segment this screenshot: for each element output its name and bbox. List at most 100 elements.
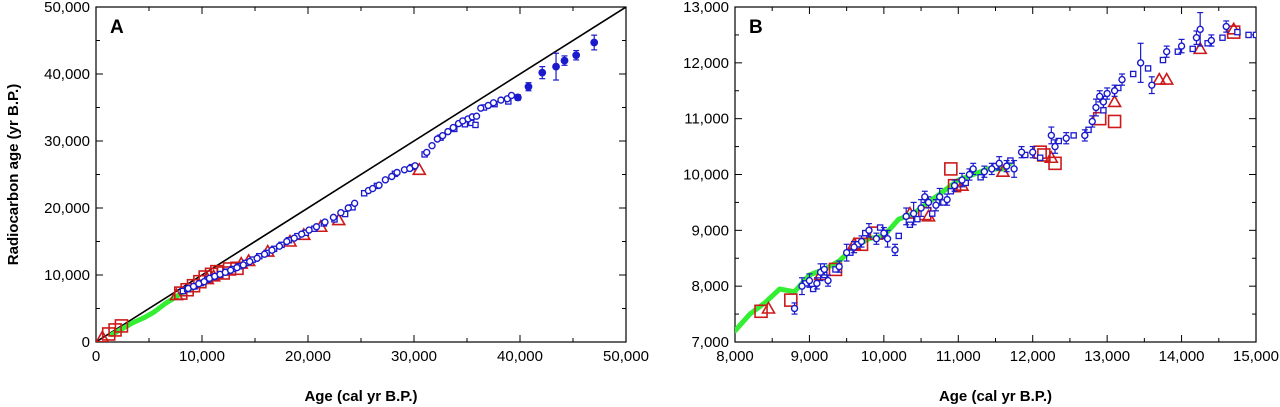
y-tick-label: 10,000 xyxy=(44,267,90,284)
data-point-circle xyxy=(932,201,940,209)
data-point-circle xyxy=(423,148,431,157)
x-tick-label: 30,000 xyxy=(391,348,437,365)
data-point-red-triangle xyxy=(96,329,110,342)
data-point-circle xyxy=(813,279,821,288)
data-point-red-triangle xyxy=(761,300,776,314)
data-point-square xyxy=(895,232,902,240)
data-point-circle xyxy=(865,226,873,235)
series-green-band xyxy=(735,160,1013,334)
data-point-circle xyxy=(1207,36,1216,45)
data-point-circle xyxy=(1017,148,1026,156)
y-tick-label: 12,000 xyxy=(683,55,729,72)
data-point-circle xyxy=(489,99,498,107)
data-point-circle xyxy=(507,91,516,100)
data-point-circle xyxy=(438,131,447,140)
y-tick-label: 20,000 xyxy=(44,200,90,217)
data-point-red-triangle xyxy=(169,287,184,301)
x-tick-label: 13,000 xyxy=(1084,348,1130,365)
data-point-circle xyxy=(449,123,457,132)
data-point-circle xyxy=(350,199,359,208)
data-point-red-square xyxy=(784,293,798,307)
x-tick-label: 8,000 xyxy=(716,348,754,365)
data-point-square xyxy=(1070,132,1077,139)
data-point-circle xyxy=(268,246,276,254)
data-point-circle xyxy=(1196,25,1204,34)
data-point-circle xyxy=(1081,131,1089,140)
data-point-circle xyxy=(842,248,851,257)
data-point-circle xyxy=(790,304,799,313)
data-point-circle xyxy=(965,170,974,179)
data-point-circle xyxy=(226,266,235,275)
panel-letter: B xyxy=(749,17,763,38)
data-point-circle xyxy=(1095,92,1104,101)
data-point-red-square xyxy=(944,162,958,176)
data-point-square xyxy=(1219,34,1226,41)
data-point-circle xyxy=(950,181,959,190)
data-point-circle xyxy=(902,212,910,221)
data-point-filled-circle xyxy=(590,38,599,47)
data-point-circle xyxy=(283,237,291,246)
y-tick-label: 50,000 xyxy=(44,0,90,16)
data-point-circle xyxy=(239,261,248,269)
data-point-circle xyxy=(1051,142,1059,151)
data-point-circle xyxy=(1222,22,1230,31)
x-tick-label: 10,000 xyxy=(861,348,907,365)
data-point-square xyxy=(1174,48,1182,55)
data-point-circle xyxy=(297,230,306,238)
y-tick-label: 11,000 xyxy=(684,111,729,128)
data-point-circle xyxy=(1118,75,1126,84)
x-tick-label: 10,000 xyxy=(179,348,225,365)
data-point-circle xyxy=(312,223,321,231)
data-point-circle xyxy=(1103,89,1111,98)
data-point-circle xyxy=(200,278,208,286)
data-point-circle xyxy=(969,165,977,173)
panel-letter: A xyxy=(110,17,124,38)
data-point-square xyxy=(1252,31,1256,39)
data-point-filled-circle xyxy=(572,51,581,60)
x-axis-title: Age (cal yr B.P.) xyxy=(304,388,417,405)
data-point-circle xyxy=(1088,117,1096,126)
data-point-circle xyxy=(245,257,254,266)
data-point-circle xyxy=(305,226,313,234)
x-tick-label: 9,000 xyxy=(791,348,829,365)
data-point-square xyxy=(1144,65,1152,72)
data-point-circle xyxy=(497,96,505,104)
data-point-circle xyxy=(477,104,485,112)
data-point-filled-circle xyxy=(560,56,569,65)
data-point-circle xyxy=(835,262,843,271)
y-tick-label: 10,000 xyxy=(683,167,729,184)
data-point-circle xyxy=(935,193,944,201)
data-point-circle xyxy=(872,235,881,243)
data-point-circle xyxy=(880,229,888,237)
data-point-red-triangle xyxy=(1151,71,1167,85)
data-point-circle xyxy=(924,198,933,207)
data-point-circle xyxy=(444,127,452,136)
x-axis-title: Age (cal yr B.P.) xyxy=(939,388,1052,405)
data-point-circle xyxy=(433,135,442,143)
data-point-circle xyxy=(883,235,892,243)
x-tick-label: 15,000 xyxy=(1233,348,1279,365)
data-point-circle xyxy=(375,181,383,189)
series-open-circles xyxy=(790,11,1230,315)
data-point-circle xyxy=(1099,98,1108,106)
panel-a: A 0 10,000 20,000 30,000 40,000 50,000 0 10,000 2… xyxy=(5,0,649,405)
data-point-circle xyxy=(472,112,481,120)
series-open-circles xyxy=(184,91,516,293)
data-point-square xyxy=(1036,154,1044,161)
data-point-circle xyxy=(1148,81,1156,89)
panel-b: B 8,000 9,000 10,000 11,000 12,000 13,000 14,00… xyxy=(683,0,1279,405)
y-tick-label: 9,000 xyxy=(691,222,729,239)
data-point-red-triangle xyxy=(1043,150,1059,164)
data-point-circle xyxy=(805,276,814,285)
data-point-filled-circle xyxy=(513,93,522,102)
y-tick-label: 40,000 xyxy=(44,66,90,83)
x-tick-label: 11,000 xyxy=(936,348,981,365)
data-point-circle xyxy=(321,218,329,226)
data-point-circle xyxy=(275,242,284,250)
plot-area xyxy=(735,11,1256,334)
data-point-circle xyxy=(1002,162,1011,170)
series-open-squares xyxy=(802,28,1256,293)
data-point-circle xyxy=(1047,131,1056,140)
data-point-red-triangle xyxy=(1159,71,1175,85)
